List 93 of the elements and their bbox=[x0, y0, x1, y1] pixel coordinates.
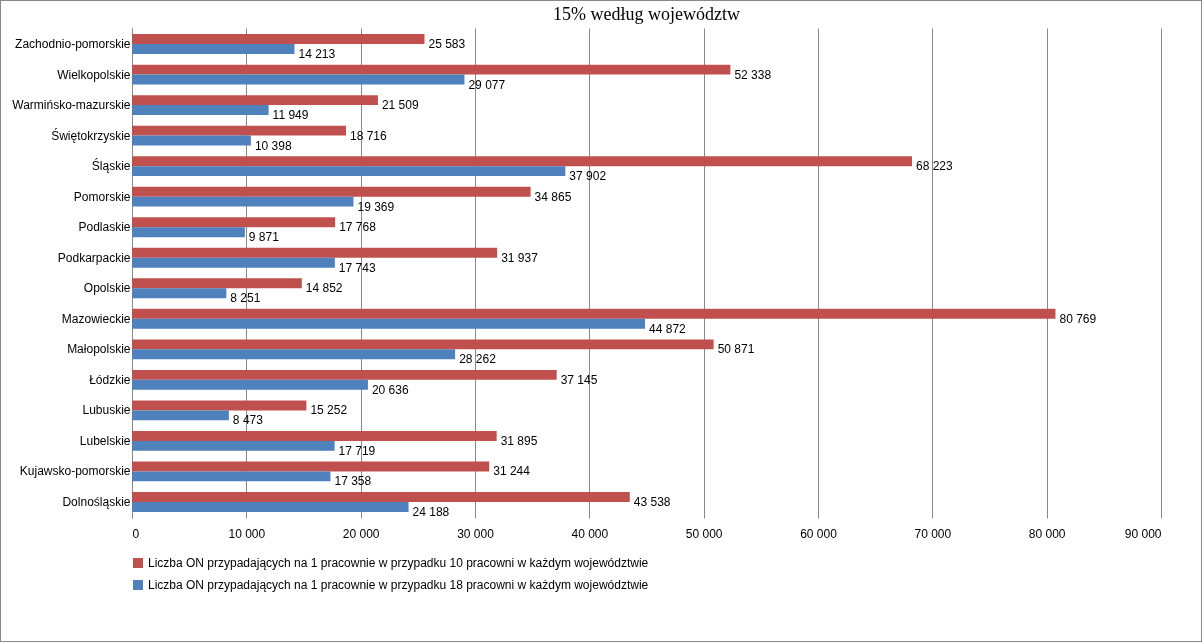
y-tick-label: Lubuskie bbox=[82, 403, 131, 418]
legend-label: Liczba ON przypadających na 1 pracownie w przypadku 10 pracowni w każdym województwie bbox=[148, 556, 649, 570]
x-tick-label: 50 000 bbox=[685, 526, 723, 541]
data-label: 15 252 bbox=[310, 403, 348, 418]
data-label: 8 251 bbox=[230, 291, 261, 306]
bar bbox=[132, 227, 245, 238]
bar bbox=[132, 471, 331, 482]
y-tick-label: Zachodnio-pomorskie bbox=[15, 37, 131, 52]
legend-label: Liczba ON przypadających na 1 pracownie w przypadku 18 pracowni w każdym województwie bbox=[148, 578, 649, 592]
bar bbox=[132, 440, 335, 451]
bar bbox=[132, 217, 336, 228]
bar bbox=[132, 186, 531, 197]
data-label: 37 145 bbox=[560, 372, 598, 387]
data-label: 17 719 bbox=[338, 443, 376, 458]
y-tick-label: Dolnośląskie bbox=[62, 494, 131, 509]
data-label: 50 871 bbox=[717, 342, 755, 357]
data-label: 37 902 bbox=[569, 169, 607, 184]
data-label: 9 871 bbox=[248, 230, 280, 245]
data-label: 8 473 bbox=[232, 413, 264, 428]
data-label: 14 852 bbox=[305, 281, 343, 296]
x-tick-label: 20 000 bbox=[342, 526, 380, 541]
data-label: 52 338 bbox=[734, 67, 772, 82]
bar bbox=[132, 430, 497, 441]
data-label: 14 213 bbox=[298, 46, 336, 61]
data-label: 28 262 bbox=[459, 352, 497, 367]
bar bbox=[132, 156, 913, 167]
data-label: 31 244 bbox=[493, 464, 531, 479]
bar bbox=[132, 34, 425, 45]
y-tick-label: Pomorskie bbox=[73, 189, 131, 204]
data-label: 31 937 bbox=[501, 250, 539, 265]
data-label: 10 398 bbox=[254, 138, 292, 153]
bar bbox=[132, 410, 229, 421]
bar bbox=[132, 74, 465, 85]
x-tick-label: 80 000 bbox=[1028, 526, 1066, 541]
data-label: 68 223 bbox=[916, 159, 954, 174]
y-tick-label: Małopolskie bbox=[67, 342, 131, 357]
bar bbox=[132, 379, 368, 390]
bar bbox=[132, 339, 714, 350]
y-tick-label: Warmińsko-mazurskie bbox=[12, 98, 131, 113]
x-tick-label: 30 000 bbox=[457, 526, 495, 541]
y-tick-label: Opolskie bbox=[83, 281, 131, 296]
data-label: 43 538 bbox=[633, 495, 671, 510]
bar bbox=[132, 44, 295, 54]
bar bbox=[132, 400, 307, 411]
data-label: 17 743 bbox=[338, 260, 376, 275]
data-label: 24 188 bbox=[412, 504, 450, 519]
y-tick-label: Wielkopolskie bbox=[57, 67, 131, 82]
bar bbox=[132, 64, 731, 75]
data-label: 20 636 bbox=[371, 382, 409, 397]
y-tick-label: Mazowieckie bbox=[61, 311, 131, 326]
data-label: 34 865 bbox=[534, 189, 572, 204]
bar bbox=[132, 318, 646, 329]
y-tick-label: Podkarpackie bbox=[57, 250, 131, 265]
x-tick-label: 0 bbox=[132, 526, 140, 541]
x-tick-label: 70 000 bbox=[914, 526, 952, 541]
y-tick-label: Kujawsko-pomorskie bbox=[19, 464, 131, 479]
x-tick-label: 40 000 bbox=[571, 526, 609, 541]
bar bbox=[132, 247, 498, 258]
bar bbox=[132, 492, 630, 502]
bar bbox=[132, 369, 557, 380]
data-label: 25 583 bbox=[428, 37, 466, 52]
bar bbox=[132, 501, 409, 512]
bar bbox=[132, 196, 354, 207]
bar bbox=[132, 461, 490, 472]
bar bbox=[132, 288, 227, 299]
bar bbox=[132, 166, 566, 177]
bar bbox=[132, 125, 346, 136]
data-label: 31 895 bbox=[500, 433, 538, 448]
y-tick-label: Łódzkie bbox=[89, 372, 131, 387]
bar bbox=[132, 135, 251, 146]
y-tick-label: Śląskie bbox=[91, 158, 131, 174]
y-tick-label: Podlaskie bbox=[78, 220, 131, 235]
y-tick-label: Lubelskie bbox=[79, 433, 131, 448]
bar bbox=[132, 95, 378, 106]
data-label: 18 716 bbox=[349, 128, 388, 143]
x-tick-label: 60 000 bbox=[800, 526, 838, 541]
bar bbox=[132, 308, 1056, 319]
x-tick-label: 90 000 bbox=[1124, 526, 1162, 541]
bar bbox=[132, 349, 456, 360]
chart-title: 15% według województw bbox=[553, 4, 740, 24]
data-label: 80 769 bbox=[1059, 311, 1097, 326]
bar bbox=[132, 278, 302, 289]
data-label: 17 358 bbox=[334, 474, 372, 489]
data-label: 19 369 bbox=[357, 199, 395, 214]
bar bbox=[132, 105, 269, 116]
bar bbox=[132, 257, 335, 268]
data-label: 44 872 bbox=[649, 321, 687, 336]
data-label: 17 768 bbox=[339, 220, 377, 235]
data-label: 11 949 bbox=[272, 108, 309, 123]
x-tick-label: 10 000 bbox=[228, 526, 266, 541]
data-label: 29 077 bbox=[468, 77, 506, 92]
y-tick-label: Świętokrzyskie bbox=[51, 127, 131, 143]
data-label: 21 509 bbox=[381, 98, 419, 113]
